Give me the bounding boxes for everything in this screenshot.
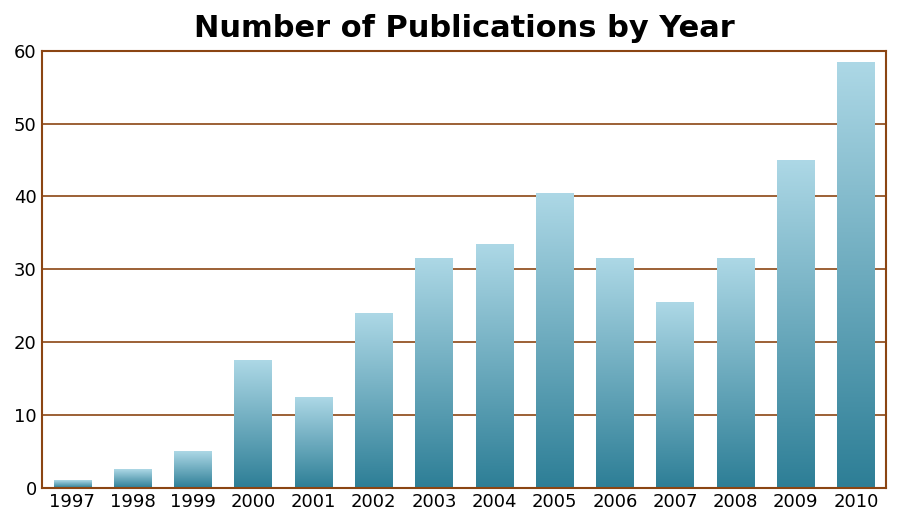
Title: Number of Publications by Year: Number of Publications by Year (194, 14, 734, 43)
